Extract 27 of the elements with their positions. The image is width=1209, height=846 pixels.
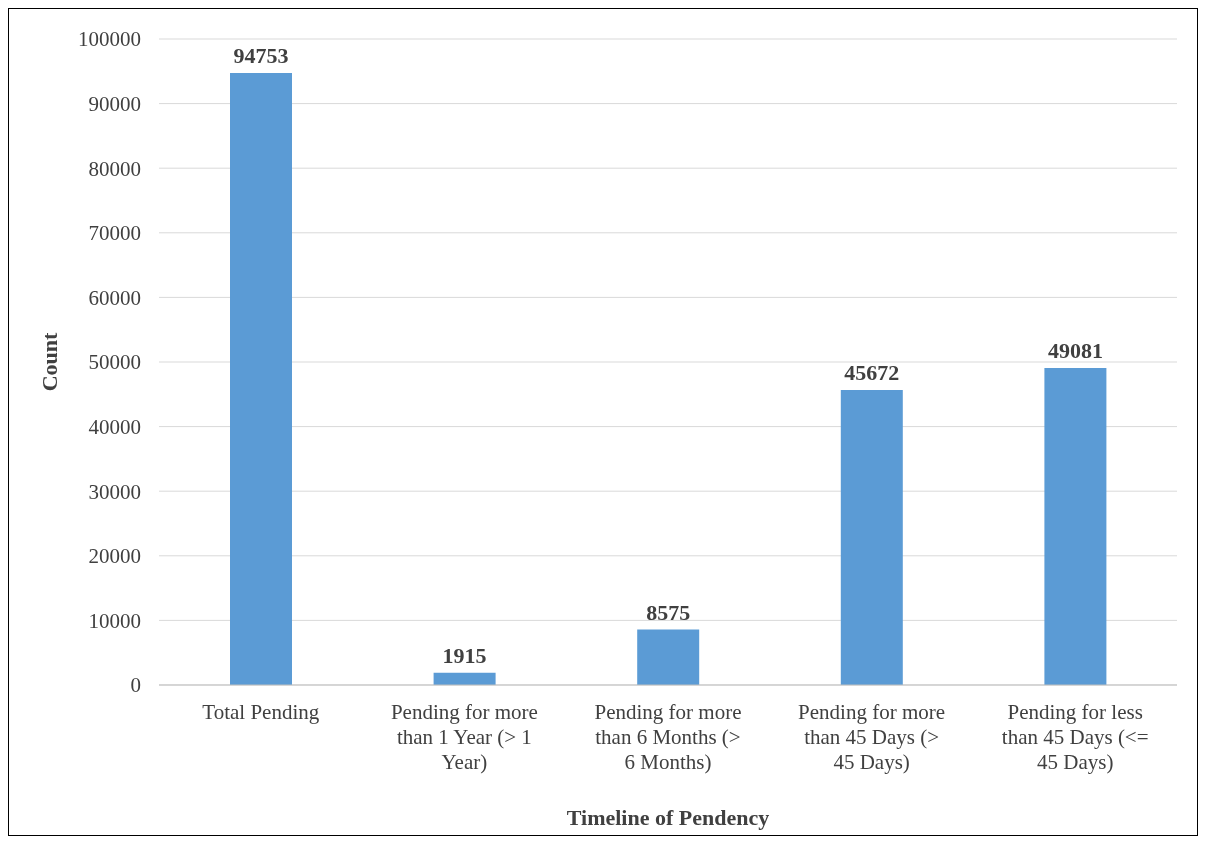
bar [1044, 367, 1107, 685]
y-tick-label: 90000 [88, 92, 141, 117]
bar [230, 72, 292, 685]
x-tick-label: Pending for more than 1 Year (> 1 Year) [390, 700, 538, 774]
y-tick-label: 0 [130, 673, 141, 698]
bar [637, 629, 700, 685]
data-label: 94753 [233, 42, 289, 68]
y-tick-label: 70000 [88, 221, 141, 246]
y-axis-title: Count [36, 331, 62, 392]
y-tick-label: 60000 [88, 285, 141, 310]
x-tick-label: Total Pending [202, 700, 320, 724]
y-tick-label: 80000 [88, 156, 141, 181]
y-tick-label: 20000 [88, 544, 141, 569]
y-tick-label: 100000 [78, 27, 141, 52]
bar [840, 389, 903, 685]
y-tick-label: 40000 [88, 415, 141, 440]
y-tick-label: 10000 [88, 608, 141, 633]
y-tick-label: 30000 [88, 479, 141, 504]
data-label: 45672 [844, 359, 900, 385]
data-label: 8575 [646, 599, 691, 625]
x-tick-label: Pending for less than 45 Days (<= 45 Days) [1001, 700, 1149, 774]
x-tick-label: Pending for more than 6 Months (> 6 Months) [594, 700, 742, 774]
y-tick-label: 50000 [88, 350, 141, 375]
data-label: 1915 [442, 642, 487, 668]
x-axis-title: Timeline of Pendency [566, 805, 770, 830]
x-tick-label: Pending for more than 45 Days (> 45 Days) [798, 700, 946, 774]
data-label: 49081 [1047, 337, 1103, 363]
